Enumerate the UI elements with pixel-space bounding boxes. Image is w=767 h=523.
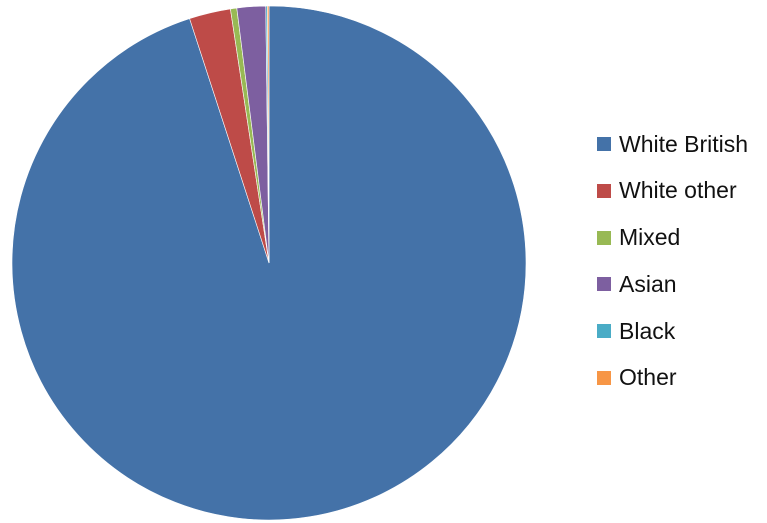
chart-legend: White British White other Mixed Asian Bl… [597,130,748,411]
legend-label: Mixed [619,224,681,251]
legend-label: White British [619,130,749,157]
legend-item: Mixed [597,224,748,252]
legend-item: Black [597,317,748,345]
legend-swatch [597,137,611,151]
legend-item: White other [597,177,748,205]
legend-swatch [597,277,611,292]
legend-label: Other [619,364,677,391]
legend-item: Asian [597,270,748,298]
legend-swatch [597,183,611,198]
legend-item: White British [597,130,748,158]
legend-swatch [597,370,611,385]
pie-slice-white-british [11,5,527,521]
legend-swatch [597,324,611,339]
legend-swatch [597,230,611,245]
legend-label: Black [619,317,676,344]
legend-item: Other [597,364,748,392]
legend-label: Asian [619,270,677,297]
legend-label: White other [619,177,737,204]
pie-slice-other [267,5,270,264]
